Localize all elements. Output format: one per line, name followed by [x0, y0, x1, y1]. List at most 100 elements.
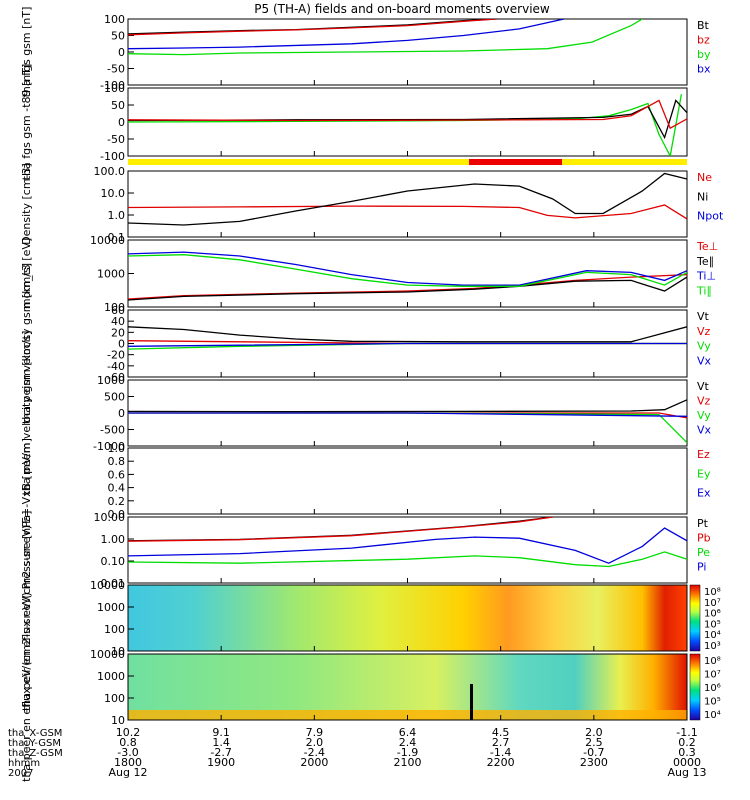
panel-frame — [127, 447, 688, 515]
mode-bar-yellow — [128, 159, 687, 165]
legend-entry: Bt — [697, 19, 710, 32]
footer-value: 2100 — [394, 756, 422, 769]
footer-value: 2000 — [300, 756, 328, 769]
legend-entry: Pt — [697, 517, 709, 530]
y-tick-label: 0.10 — [101, 555, 126, 568]
series-line-Te⊥ — [128, 273, 687, 300]
y-tick-label: 1.0 — [108, 442, 126, 455]
legend-entry: Pb — [697, 532, 711, 545]
legend-entry: by — [697, 48, 711, 61]
series-line-1 — [128, 94, 683, 156]
footer-value: -2.4 — [304, 746, 325, 759]
footer-date-start: Aug 12 — [109, 766, 148, 779]
colorbar-tick-label: 10⁵ — [704, 619, 721, 630]
series-line-by — [128, 19, 643, 56]
series-line-Ni — [128, 172, 687, 226]
colorbar-tick-label: 10⁵ — [704, 697, 721, 708]
y-axis-label: tha fgs gsm [nT] — [20, 7, 33, 98]
legend-entry: Ez — [697, 448, 710, 461]
y-tick-label: 100 — [104, 82, 125, 95]
legend-entry: Npot — [697, 210, 724, 223]
y-tick-label: -1000 — [93, 440, 125, 453]
y-tick-label: 0 — [118, 46, 125, 59]
footer-value: 1800 — [114, 756, 142, 769]
series-line-Ti∥ — [128, 254, 687, 287]
y-tick-label: 60 — [111, 304, 125, 317]
legend-entry: Vt — [697, 380, 710, 393]
series-line-Vt — [128, 399, 687, 413]
footer-row-label: tha_Y-GSM — [8, 738, 61, 749]
legend-entry: Vt — [697, 310, 710, 323]
panel-4: 10000 1000 100 mom_t3 [eV] Te⊥ Te∥ Ti⊥Ti∥ — [20, 234, 718, 314]
footer-value: 2200 — [487, 756, 515, 769]
y-tick-label: 100 — [104, 13, 125, 26]
series-line-Ne — [128, 204, 687, 220]
panel-frame — [127, 516, 688, 584]
chart-title: P5 (TH-A) fields and on-board moments ov… — [254, 2, 550, 16]
series-line-bx — [128, 19, 565, 50]
y-tick-label: 10 — [111, 714, 125, 727]
y-tick-label: -100 — [100, 79, 125, 92]
y-axis-label: mom_t3 [eV] — [20, 238, 33, 309]
mode-bar-red — [469, 159, 562, 165]
footer-table: tha_X-GSM 10.2 9.1 7.9 6.4 4.5 2.0 -1.1 tha_Y-GS… — [8, 726, 706, 779]
y-tick-label: -20 — [107, 349, 125, 362]
footer-value: -0.7 — [583, 746, 604, 759]
footer-value: 4.5 — [492, 726, 510, 739]
footer-value: 2.4 — [399, 736, 417, 749]
y-tick-label: 0.2 — [108, 495, 126, 508]
footer-row-label: tha_X-GSM — [8, 728, 62, 739]
colorbar-tick-label: 10⁴ — [704, 630, 721, 641]
y-tick-label: 0.6 — [108, 468, 126, 481]
series-line-Bt — [128, 19, 497, 35]
y-tick-label: 20 — [111, 326, 125, 339]
y-tick-label: -50 — [107, 63, 125, 76]
y-tick-label: 1.0 — [108, 209, 126, 222]
colorbar-tick-label: 10⁸ — [704, 587, 721, 598]
y-tick-label: 10000 — [90, 648, 125, 661]
legend-entry: Ne — [697, 171, 712, 184]
panel-6: 1000 500 0 -500 -1000 tha peem velocity gsm [… — [20, 331, 712, 496]
series-line-Vt — [128, 326, 687, 343]
colorbar-tick-label: 10⁸ — [704, 656, 721, 667]
y-tick-label: -500 — [100, 424, 125, 437]
y-tick-label: 10000 — [90, 579, 125, 592]
series-line-2 — [128, 99, 687, 140]
colorbar-tick-label: 10⁷ — [704, 598, 721, 609]
footer-value: 2300 — [580, 756, 608, 769]
y-axis-label: Pressure [nPa] — [20, 511, 33, 590]
y-tick-label: 0.8 — [108, 455, 126, 468]
y-tick-label: 100.0 — [94, 165, 126, 178]
footer-value: -1.4 — [490, 746, 511, 759]
footer-value: -3.0 — [117, 746, 138, 759]
y-tick-label: 0.4 — [108, 482, 126, 495]
y-tick-label: 0.01 — [101, 577, 126, 590]
spectrogram-ion-fill — [128, 585, 687, 651]
y-tick-label: 100 — [104, 623, 125, 636]
legend-entry: Pe — [697, 546, 710, 559]
y-tick-label: 1000 — [97, 268, 125, 281]
spectrogram-gap — [470, 684, 473, 720]
series-line-Vy — [128, 342, 687, 350]
colorbar — [689, 584, 701, 652]
legend-entry: Vz — [697, 395, 711, 408]
y-tick-label: 40 — [111, 315, 125, 328]
panel-2: 100 50 0 -50 -100 tha fgs gsm -t89 [nT] — [20, 64, 688, 180]
legend-entry: Ti∥ — [696, 284, 712, 297]
y-axis-label: tha peer en eflux eV/(cm2-s-sr-eV) — [20, 592, 33, 782]
footer-value: 2.5 — [585, 736, 603, 749]
y-tick-label: -40 — [107, 360, 125, 373]
series-line-Vx — [128, 342, 687, 347]
y-tick-label: 0.0 — [108, 508, 126, 521]
legend-entry: bx — [697, 63, 711, 76]
colorbar-tick-label: 10⁷ — [704, 670, 721, 681]
spectrogram-electron-fill — [128, 654, 687, 720]
y-tick-label: 50 — [111, 99, 125, 112]
legend-entry: Vz — [697, 325, 711, 338]
y-tick-label: -60 — [107, 371, 125, 384]
footer-row-label: hhmm — [8, 758, 40, 769]
colorbar-tick-label: 10⁶ — [704, 609, 721, 620]
